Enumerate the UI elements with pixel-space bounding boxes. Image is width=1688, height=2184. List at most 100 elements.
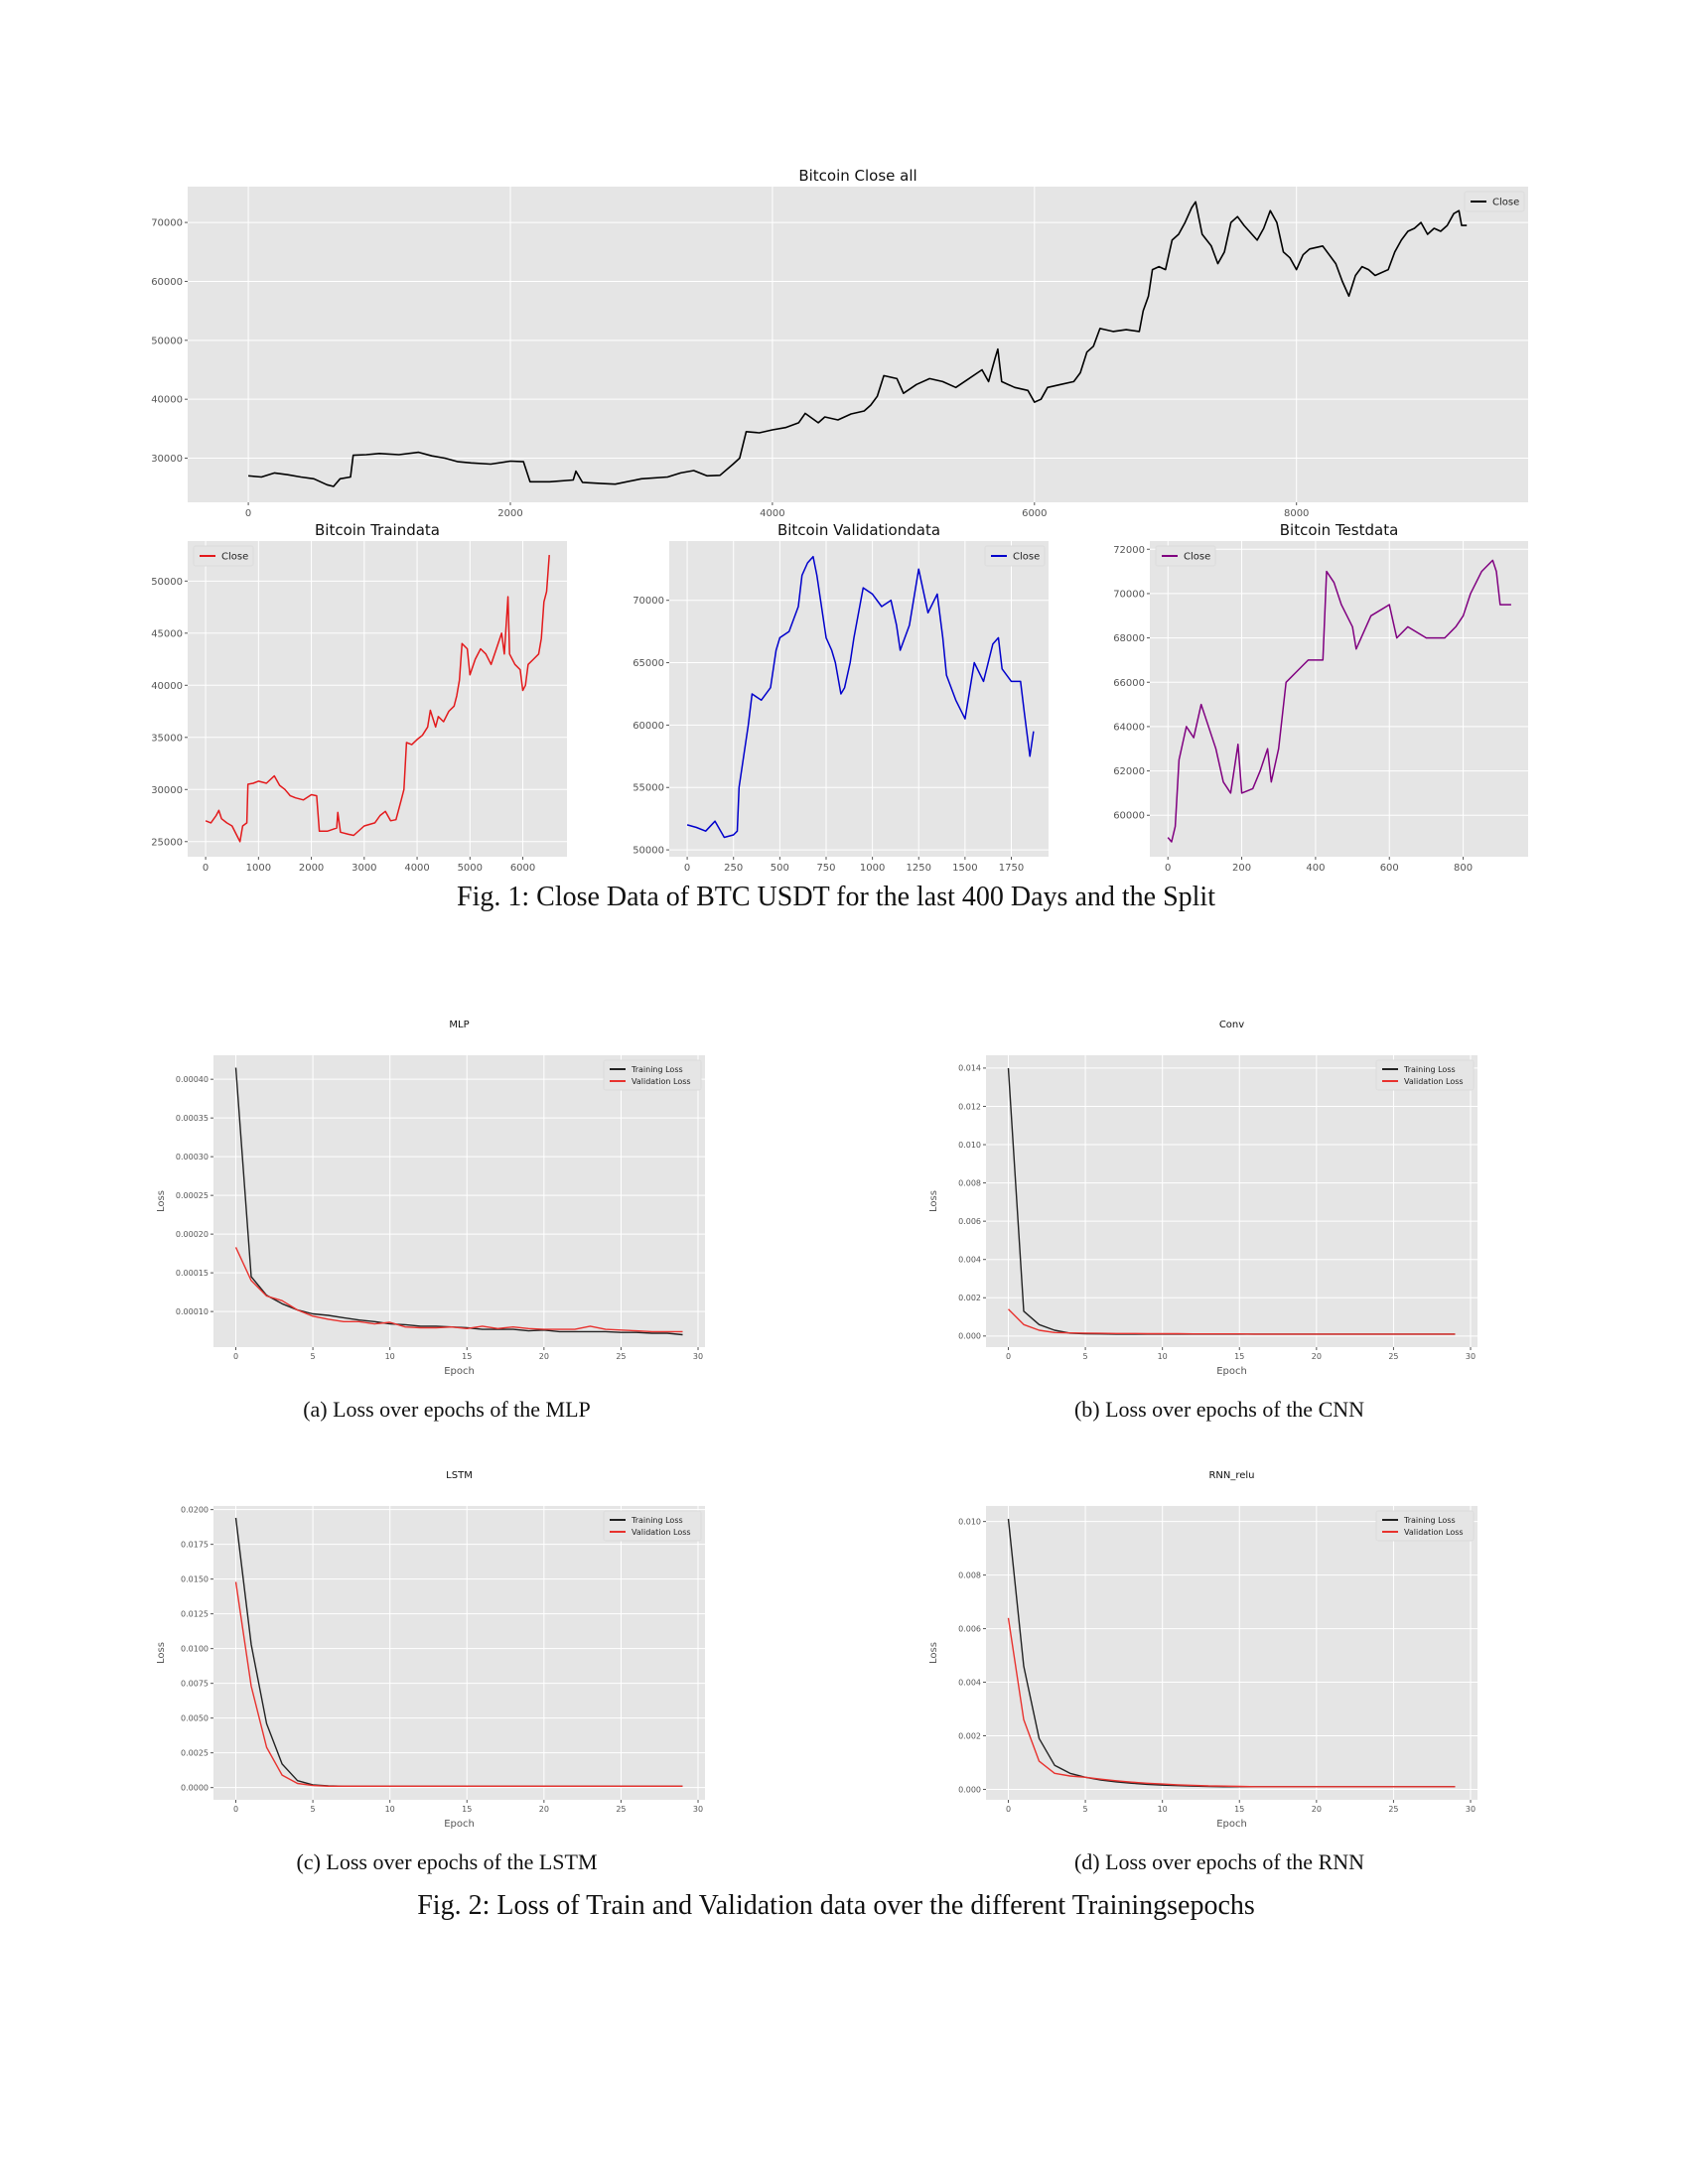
chart-title: Bitcoin Traindata [315,521,440,539]
x-tick-label: 6000 [1022,508,1047,519]
y-tick-label: 40000 [151,395,183,406]
y-tick-label: 0.010 [958,1517,981,1526]
legend-label: Training Loss [631,1516,683,1525]
y-tick-label: 60000 [151,277,183,288]
y-tick-label: 72000 [1113,545,1145,556]
y-tick-label: 0.0200 [181,1505,209,1514]
x-tick-label: 20 [1312,1352,1322,1361]
plot-background [986,1506,1477,1800]
y-tick-label: 40000 [151,681,183,692]
plot-background [213,1506,705,1800]
chart-title: LSTM [446,1470,473,1481]
y-tick-label: 0.00035 [176,1114,209,1123]
x-tick-label: 6000 [510,863,535,874]
legend-label: Close [1492,198,1519,208]
x-tick-label: 0 [684,863,690,874]
x-tick-label: 400 [1306,863,1325,874]
x-tick-label: 1000 [246,863,271,874]
subcaption-c: (c) Loss over epochs of the LSTM [296,1849,598,1874]
figure-2-caption: Fig. 2: Loss of Train and Validation dat… [417,1890,1255,1921]
plot-background [1150,541,1528,857]
y-tick-label: 0.004 [958,1678,981,1687]
y-axis-label: Loss [928,1190,939,1212]
chart-3: 0 250 500 750 1000 1250 1500 1750 50000 55000 6000… [633,521,1049,874]
series-line-close [1167,559,1511,843]
y-tick-label: 0.00025 [176,1191,209,1200]
x-tick-label: 5 [1083,1352,1088,1361]
y-tick-label: 0.012 [958,1102,981,1111]
y-tick-label: 64000 [1113,722,1145,733]
figure-1-caption: Fig. 1: Close Data of BTC USDT for the l… [457,882,1215,912]
x-tick-label: 500 [771,863,789,874]
y-tick-label: 60000 [1113,811,1145,822]
y-tick-label: 60000 [633,721,664,732]
x-tick-label: 2000 [497,508,522,519]
x-axis-label: Epoch [444,1366,475,1377]
plot-background [986,1055,1477,1347]
legend: Training Loss Validation Loss [603,1059,702,1091]
subcaption-a: (a) Loss over epochs of the MLP [303,1397,591,1422]
x-tick-label: 10 [385,1805,395,1814]
plot-background [188,187,1528,502]
y-tick-label: 0.0000 [181,1783,209,1792]
plot-background [188,541,567,857]
y-tick-label: 0.002 [958,1294,981,1302]
x-tick-label: 750 [816,863,835,874]
x-tick-label: 0 [233,1352,238,1361]
y-tick-label: 0.00020 [176,1230,209,1239]
y-tick-label: 0.000 [958,1332,981,1341]
series-line-close [686,555,1035,839]
y-tick-label: 70000 [1113,589,1145,600]
x-tick-label: 25 [616,1805,626,1814]
y-tick-label: 0.004 [958,1256,981,1265]
y-tick-label: 0.002 [958,1731,981,1740]
y-tick-label: 35000 [151,733,183,744]
x-tick-label: 15 [462,1352,472,1361]
y-tick-label: 0.008 [958,1178,981,1187]
x-tick-label: 250 [724,863,743,874]
x-tick-label: 0 [1006,1352,1011,1361]
y-tick-label: 50000 [151,577,183,588]
y-tick-label: 0.00015 [176,1269,209,1278]
x-tick-label: 2000 [299,863,324,874]
x-tick-label: 1250 [907,863,931,874]
y-tick-label: 65000 [633,658,664,669]
x-tick-label: 10 [1158,1805,1168,1814]
x-tick-label: 30 [693,1805,703,1814]
x-tick-label: 5 [311,1352,316,1361]
legend: Training Loss Validation Loss [1375,1059,1475,1091]
legend: Close [984,545,1046,567]
legend-label: Validation Loss [1404,1528,1464,1537]
series-line-validation-loss [234,1247,683,1333]
x-tick-label: 25 [1388,1352,1398,1361]
legend: Close [193,545,254,567]
legend-label: Validation Loss [632,1528,691,1537]
series-line-validation-loss [1008,1308,1456,1335]
y-tick-label: 0.014 [958,1064,981,1073]
x-tick-label: 600 [1380,863,1399,874]
y-tick-label: 0.0075 [181,1679,209,1688]
legend: Training Loss Validation Loss [1375,1510,1475,1542]
y-tick-label: 0.006 [958,1217,981,1226]
y-tick-label: 0.0100 [181,1644,209,1653]
x-tick-label: 10 [385,1352,395,1361]
chart-title: RNN_relu [1208,1470,1254,1481]
chart-2: 0 1000 2000 3000 4000 5000 6000 25000 30000 35000… [151,521,567,874]
x-tick-label: 3000 [352,863,376,874]
x-tick-label: 15 [1234,1352,1244,1361]
x-tick-label: 5 [311,1805,316,1814]
legend: Close [1155,545,1216,567]
chart-7: 0 5 10 15 20 25 30 0.0000 0.0025 0.0050 0.0075 0.01… [156,1470,705,1830]
x-tick-label: 10 [1158,1352,1168,1361]
y-tick-label: 0.008 [958,1570,981,1579]
x-tick-label: 20 [1312,1805,1322,1814]
chart-8: 0 5 10 15 20 25 30 0.000 0.002 0.004 0.006 0.008 0.0… [928,1470,1477,1830]
legend: Close [1464,191,1525,212]
y-tick-label: 0.00040 [176,1075,209,1084]
x-axis-label: Epoch [1216,1819,1247,1830]
x-tick-label: 0 [203,863,209,874]
plot-background [669,541,1049,857]
chart-title: Bitcoin Testdata [1280,521,1399,539]
y-axis-label: Loss [928,1642,939,1664]
x-tick-label: 0 [1165,863,1171,874]
